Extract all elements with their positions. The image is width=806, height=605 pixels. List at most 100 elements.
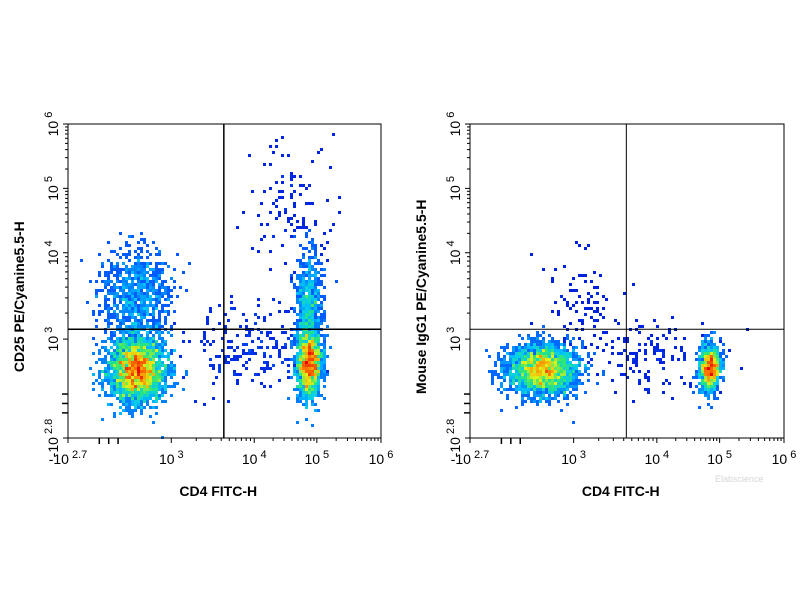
density-cell <box>125 409 128 412</box>
density-cell <box>116 367 119 370</box>
density-cell <box>722 367 725 370</box>
density-cell <box>119 343 122 346</box>
density-cell <box>176 295 179 298</box>
density-cell <box>305 232 308 235</box>
density-cell <box>125 370 128 373</box>
density-cell <box>296 343 299 346</box>
density-cell <box>116 388 119 391</box>
density-cell <box>710 379 713 382</box>
density-cell <box>299 379 302 382</box>
density-cell <box>716 346 719 349</box>
density-cell <box>134 358 137 361</box>
density-cell <box>296 355 299 358</box>
density-cell <box>557 343 560 346</box>
density-cell <box>554 373 557 376</box>
density-cell <box>131 388 134 391</box>
density-cell <box>107 298 110 301</box>
density-cell <box>134 343 137 346</box>
density-cell <box>305 370 308 373</box>
density-cell <box>527 376 530 379</box>
density-cell <box>533 388 536 391</box>
density-cell <box>533 379 536 382</box>
density-cell <box>137 277 140 280</box>
density-cell <box>266 367 269 370</box>
density-cell <box>524 373 527 376</box>
density-cell <box>299 340 302 343</box>
density-cell <box>161 385 164 388</box>
density-cell <box>314 388 317 391</box>
density-cell <box>563 355 566 358</box>
density-cell <box>173 385 176 388</box>
density-cell <box>122 379 125 382</box>
density-cell <box>263 235 266 238</box>
density-cell <box>119 346 122 349</box>
density-cell <box>146 382 149 385</box>
density-cell <box>149 286 152 289</box>
density-cell <box>311 265 314 268</box>
density-cell <box>152 421 155 424</box>
density-cell <box>113 274 116 277</box>
density-cell <box>227 346 230 349</box>
density-cell <box>152 325 155 328</box>
density-cell <box>230 340 233 343</box>
density-cell <box>140 286 143 289</box>
density-cell <box>122 298 125 301</box>
density-cell <box>110 334 113 337</box>
density-cell <box>599 337 602 340</box>
density-cell <box>308 265 311 268</box>
density-cell <box>563 370 566 373</box>
density-cell <box>557 349 560 352</box>
density-cell <box>566 337 569 340</box>
density-cell <box>164 310 167 313</box>
density-cell <box>296 331 299 334</box>
density-cell <box>134 379 137 382</box>
density-cell <box>500 346 503 349</box>
density-cell <box>146 277 149 280</box>
density-cell <box>140 232 143 235</box>
density-cell <box>302 307 305 310</box>
density-cell <box>122 316 125 319</box>
density-cell <box>212 397 215 400</box>
density-cell <box>545 376 548 379</box>
density-cell <box>158 373 161 376</box>
density-cell <box>305 334 308 337</box>
density-cell <box>716 364 719 367</box>
density-cell <box>587 367 590 370</box>
density-cell <box>311 307 314 310</box>
density-cell <box>536 385 539 388</box>
density-cell <box>722 352 725 355</box>
density-cell <box>539 388 542 391</box>
density-cell <box>527 367 530 370</box>
density-cell <box>143 406 146 409</box>
density-cell <box>134 337 137 340</box>
density-cell <box>596 319 599 322</box>
density-cell <box>503 376 506 379</box>
density-cell <box>122 358 125 361</box>
density-cell <box>314 361 317 364</box>
density-cell <box>317 388 320 391</box>
density-cell <box>140 355 143 358</box>
density-cell <box>698 373 701 376</box>
density-cell <box>560 367 563 370</box>
density-cell <box>287 397 290 400</box>
density-cell <box>125 241 128 244</box>
density-cell <box>503 373 506 376</box>
density-cell <box>269 337 272 340</box>
density-cell <box>314 352 317 355</box>
density-cell <box>683 337 686 340</box>
density-cell <box>314 301 317 304</box>
density-cell <box>536 358 539 361</box>
density-cell <box>134 277 137 280</box>
density-cell <box>545 364 548 367</box>
density-cell <box>125 352 128 355</box>
density-cell <box>122 400 125 403</box>
density-cell <box>113 343 116 346</box>
density-cell <box>164 349 167 352</box>
density-cell <box>254 313 257 316</box>
density-cell <box>125 385 128 388</box>
density-cell <box>119 406 122 409</box>
density-cell <box>173 322 176 325</box>
density-cell <box>128 364 131 367</box>
density-cell <box>146 337 149 340</box>
density-cell <box>620 352 623 355</box>
